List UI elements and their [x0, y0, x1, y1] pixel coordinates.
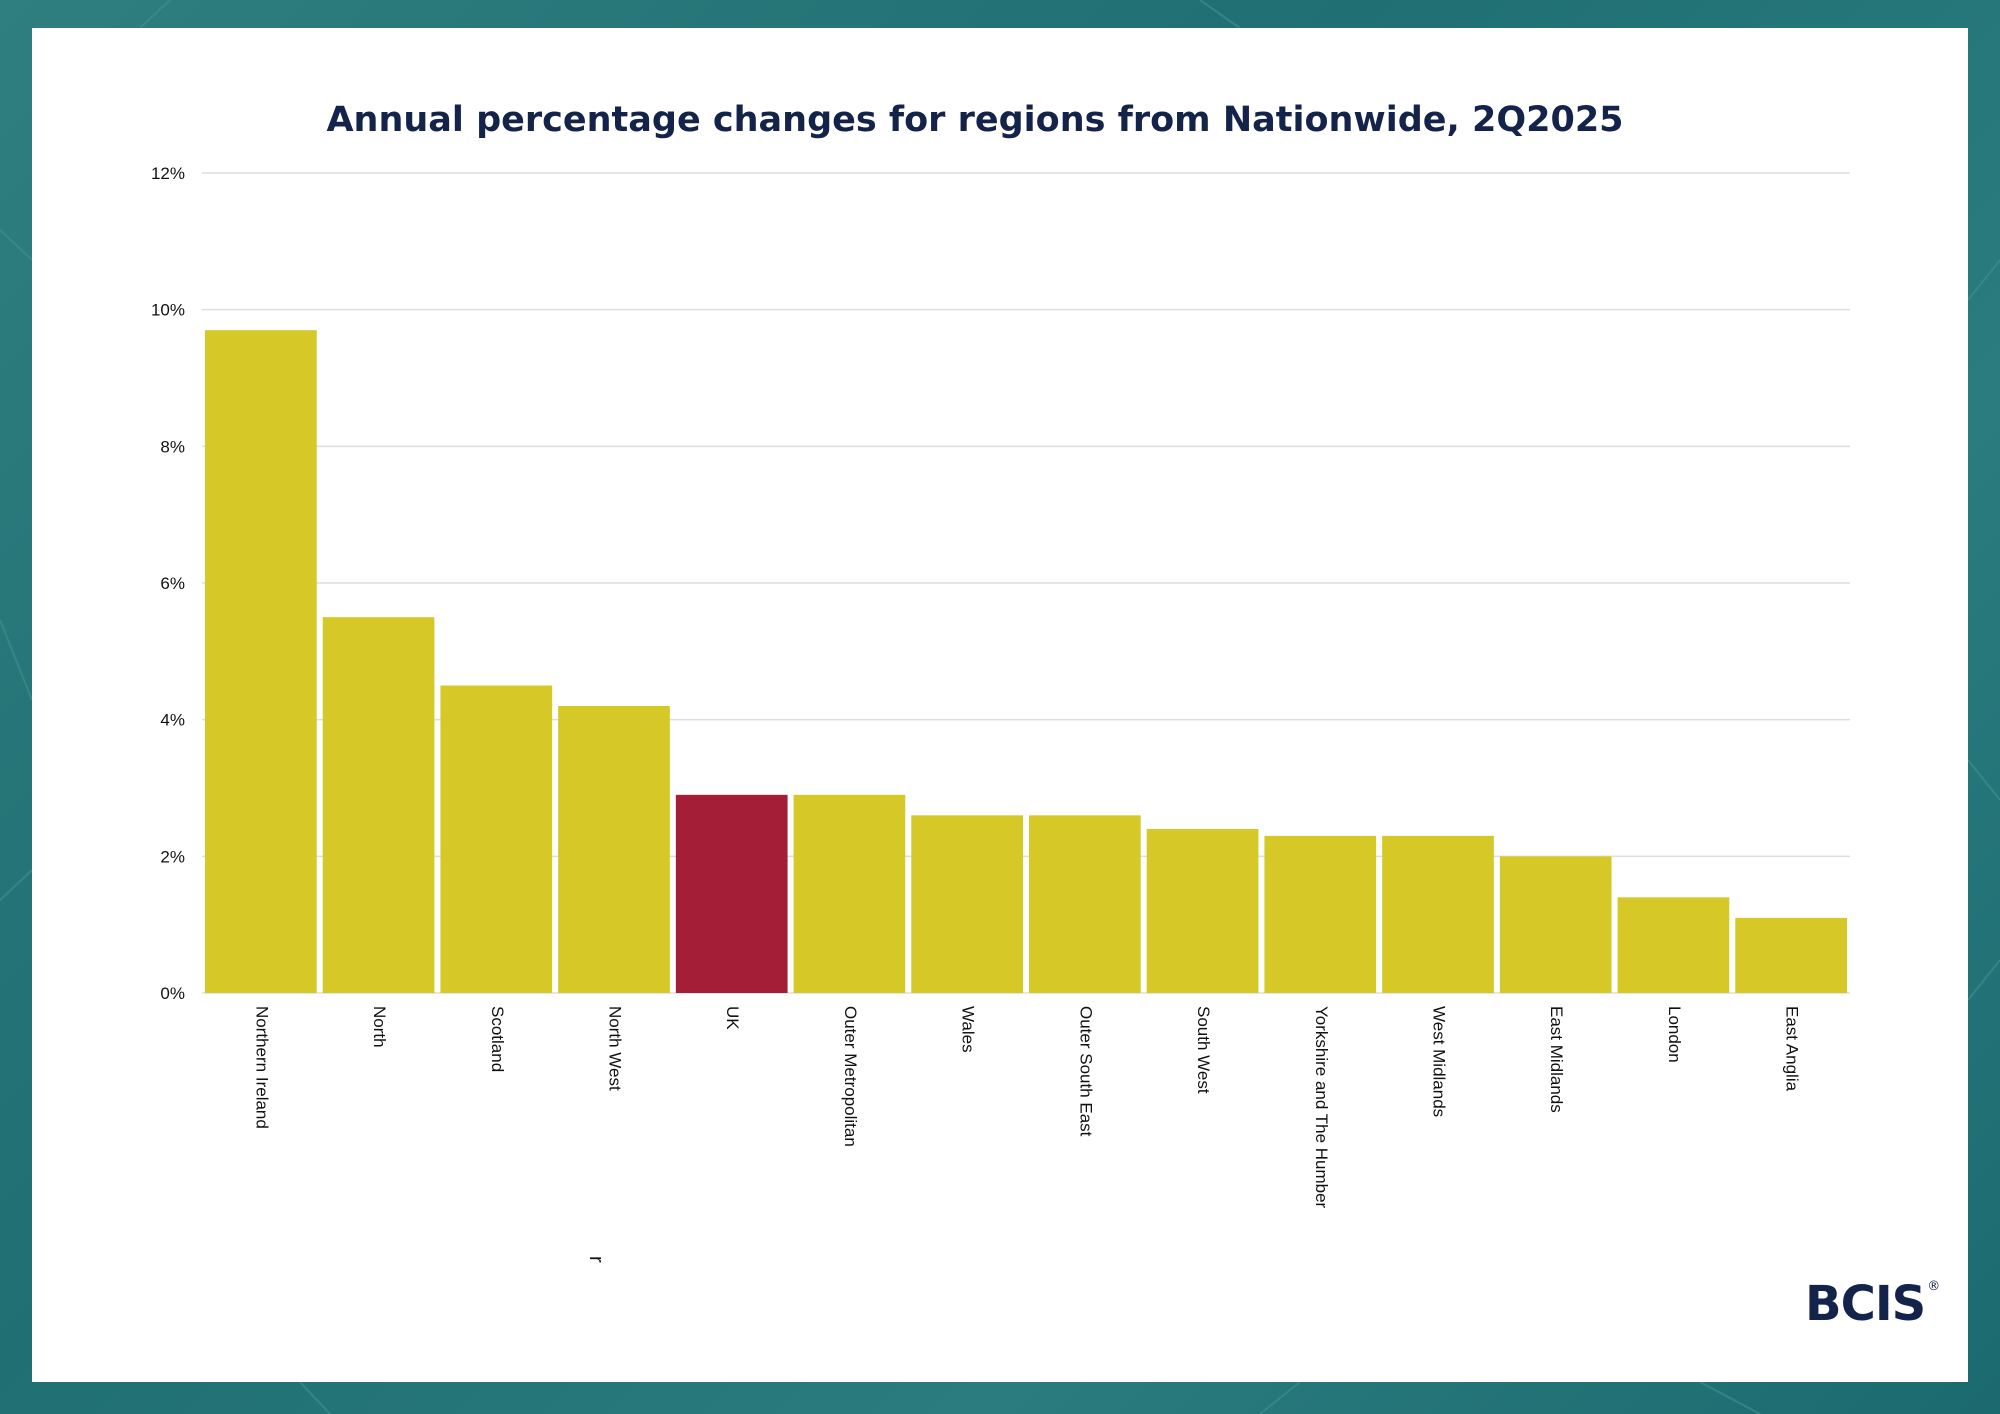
y-tick-label: 2%: [160, 847, 185, 866]
x-tick-label: West Midlands: [1430, 1006, 1449, 1117]
bar: [793, 794, 906, 993]
y-tick-label: 6%: [160, 574, 185, 593]
bar: [558, 706, 670, 993]
bar: [1029, 815, 1141, 993]
x-tick-label: Outer South East: [1076, 1006, 1095, 1137]
bar: [911, 815, 1023, 993]
bar: [1499, 856, 1612, 993]
y-tick-label: 0%: [160, 984, 185, 1003]
bcis-logo: BCIS ®: [1805, 1276, 1940, 1332]
x-tick-label: Wales: [959, 1006, 978, 1053]
x-tick-label: South West: [1194, 1006, 1213, 1094]
y-tick-label: 8%: [160, 437, 185, 456]
bar: [440, 685, 553, 993]
x-tick-label: North: [370, 1006, 389, 1048]
x-tick-label: Northern Ireland: [252, 1006, 271, 1129]
bar: [1146, 829, 1259, 993]
bar: [205, 330, 317, 994]
y-tick-label: 10%: [151, 301, 185, 320]
bar: [675, 794, 788, 993]
x-tick-label: East Midlands: [1547, 1006, 1566, 1113]
bar: [322, 617, 435, 993]
x-tick-label: UK: [723, 1006, 742, 1030]
y-tick-label: 12%: [151, 164, 185, 183]
x-tick-label: Scotland: [488, 1006, 507, 1072]
x-tick-label: North West: [606, 1006, 625, 1091]
x-tick-label: Outer Metropolitan: [841, 1006, 860, 1147]
bar: [1382, 835, 1494, 993]
stray-mark: r: [585, 1256, 607, 1263]
bar: [1617, 897, 1730, 993]
chart-title: Annual percentage changes for regions fr…: [326, 100, 1624, 140]
x-tick-label: East Anglia: [1783, 1006, 1802, 1092]
y-tick-label: 4%: [160, 711, 185, 730]
bar: [1264, 835, 1377, 993]
x-tick-label: Yorkshire and The Humber: [1312, 1006, 1331, 1209]
x-tick-label: London: [1665, 1006, 1684, 1063]
bar: [1735, 917, 1847, 993]
